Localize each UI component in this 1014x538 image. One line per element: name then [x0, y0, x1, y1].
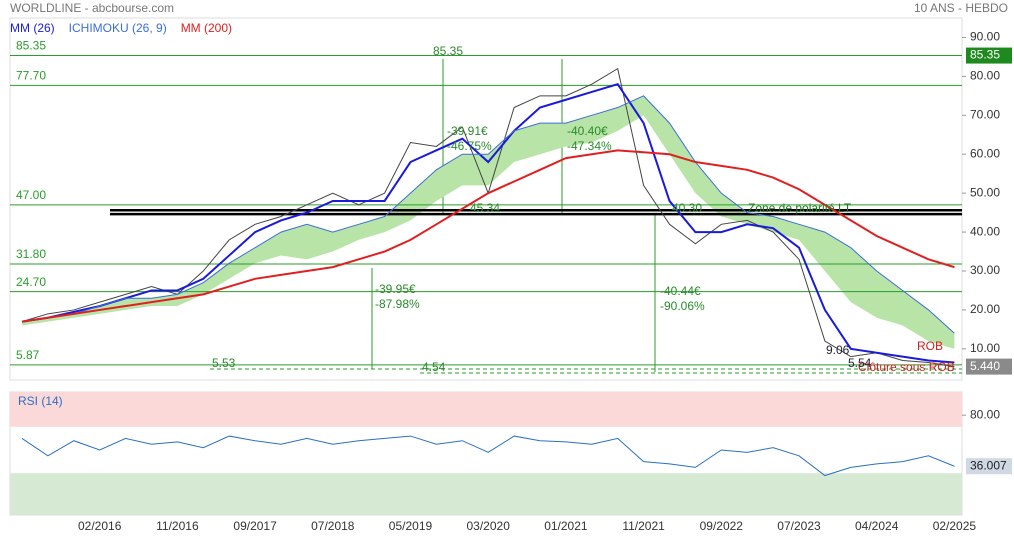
x-tick-label: 02/2025	[933, 519, 977, 533]
annotation: -39.91€	[447, 124, 488, 138]
y-tick-label: 10.00	[970, 341, 1000, 355]
x-tick-label: 11/2021	[622, 519, 665, 533]
annotation: 45.34	[470, 201, 500, 215]
x-tick-label: 09/2017	[233, 519, 277, 533]
level-label: 85.35	[16, 39, 46, 53]
y-tick-label: 40.00	[970, 224, 1000, 238]
x-tick-label: 07/2023	[777, 519, 821, 533]
y-tick-label: 70.00	[970, 107, 1000, 121]
level-label: 31.80	[16, 247, 46, 261]
x-tick-label: 02/2016	[78, 519, 122, 533]
overbought-zone	[10, 392, 962, 427]
legend-entry: MM (200)	[181, 21, 232, 35]
period: 10 ANS - HEBDO	[914, 1, 1008, 15]
price-box	[966, 47, 1012, 64]
rsi-line	[21, 435, 955, 477]
y-tick-label: 30.00	[970, 263, 1000, 277]
y-tick-label: 80.00	[970, 407, 1000, 421]
y-tick-label: 90.00	[970, 30, 1000, 44]
series-line	[21, 95, 955, 334]
y-tick-label: 50.00	[970, 185, 1000, 199]
series-line	[21, 149, 955, 323]
series-line	[21, 83, 955, 364]
annotation: -47.34%	[567, 139, 612, 153]
level-label: 47.00	[16, 188, 46, 202]
annotation: 9.06	[826, 343, 850, 357]
annotation: -40.44€	[660, 284, 701, 298]
rsi-title: RSI (14)	[18, 394, 63, 408]
y-tick-label: 60.00	[970, 146, 1000, 160]
annotation: 40.30	[672, 201, 702, 215]
page-title: WORLDLINE - abcbourse.com	[10, 1, 174, 15]
rsi-box	[966, 458, 1012, 475]
x-tick-label: 11/2016	[156, 519, 199, 533]
layer: RSI (14) 85.35 77.70 47.00 31.80 24.70 5.87 10.…	[10, 21, 1012, 533]
price-pane	[9, 17, 963, 381]
rsi-box-label: 36.007	[970, 458, 1007, 472]
price-box-label: 5.440	[970, 359, 1000, 373]
x-tick-label: 04/2024	[855, 519, 899, 533]
level-label: 5.87	[16, 348, 40, 362]
price-box	[966, 358, 1012, 375]
annotation: Zone de polarité LT	[748, 201, 852, 215]
annotation: -87.98%	[375, 297, 420, 311]
annotation: 5.53	[212, 356, 236, 370]
annotation: ROB	[917, 339, 943, 353]
legend-entry: ICHIMOKU (26, 9)	[69, 21, 167, 35]
price-box-label: 85.35	[970, 48, 1000, 62]
level-label: 24.70	[16, 275, 46, 289]
annotation: -40.40€	[567, 124, 608, 138]
annotation: -90.06%	[660, 299, 705, 313]
legend-entry: MM (26)	[10, 21, 55, 35]
y-tick-label: 20.00	[970, 302, 1000, 316]
x-tick-label: 01/2021	[544, 519, 588, 533]
level-label: 77.70	[16, 69, 46, 83]
y-tick-label: 80.00	[970, 69, 1000, 83]
annotation: 85.35	[433, 44, 463, 58]
x-tick-label: 05/2019	[389, 519, 433, 533]
oversold-zone	[10, 473, 962, 515]
ichimoku-cloud	[22, 95, 955, 349]
x-tick-label: 09/2022	[700, 519, 744, 533]
x-tick-label: 03/2020	[467, 519, 511, 533]
annotation: Clôture sous ROB	[858, 360, 955, 374]
annotation: -39.95€	[375, 282, 416, 296]
annotation: -46.75%	[447, 139, 492, 153]
annotation: 4.54	[422, 360, 446, 374]
annotation: 5.54	[848, 356, 872, 370]
x-tick-label: 07/2018	[311, 519, 355, 533]
